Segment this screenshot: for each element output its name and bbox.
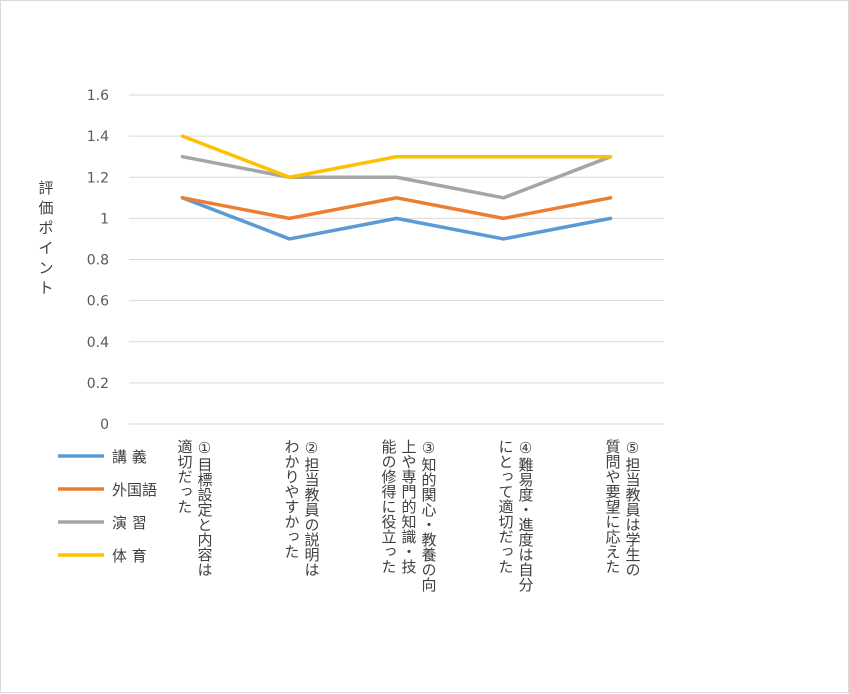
legend-label-2: 演 習 [112, 514, 147, 532]
category-label-3-1: にとって適切だった [497, 439, 515, 574]
y-tick-label-3: 0.6 [87, 294, 109, 310]
data-point-3-0 [182, 135, 183, 137]
category-label-3-0: ④難易度・進度は自分 [517, 439, 535, 593]
legend-label-1: 外国語 [112, 481, 157, 499]
data-point-2-2 [396, 176, 397, 178]
data-point-1-4 [610, 197, 611, 199]
data-point-3-3 [503, 156, 504, 158]
category-label-1-1: わかりやすかった [283, 439, 301, 559]
y-axis-label-char-1: 価 [38, 199, 53, 217]
data-point-2-3 [503, 197, 504, 199]
y-axis-label-char-0: 評 [38, 179, 53, 197]
y-axis-label-char-2: ポ [38, 219, 53, 237]
category-label-2-0: ③知的関心・教養の向 [420, 439, 438, 592]
category-label-4-0: ⑤担当教員は学生の [624, 439, 642, 577]
y-tick-label-2: 0.4 [87, 335, 109, 351]
y-axis-label-char-4: ン [38, 259, 53, 277]
category-label-1-0: ②担当教員の説明は [303, 439, 321, 577]
legend-label-0: 講 義 [112, 448, 147, 466]
category-label-0-1: 適切だった [176, 438, 194, 514]
data-point-0-4 [610, 217, 611, 219]
legend-label-3: 体 育 [112, 547, 147, 565]
data-point-0-1 [289, 238, 290, 240]
category-label-2-2: 能の修得に役立った [380, 439, 398, 574]
data-point-3-1 [289, 176, 290, 178]
y-tick-label-1: 0.2 [87, 376, 109, 392]
gridlines [129, 94, 664, 425]
category-label-0-0: ①目標設定と内容は [196, 439, 214, 577]
data-point-1-2 [396, 197, 397, 199]
data-point-3-2 [396, 156, 397, 158]
y-tick-label-0: 0 [100, 417, 109, 433]
y-tick-label-8: 1.6 [87, 88, 109, 104]
y-axis-label-char-3: イ [38, 239, 53, 257]
data-point-1-0 [182, 197, 183, 199]
data-point-1-1 [289, 217, 290, 219]
y-axis-label-char-5: ト [38, 279, 53, 297]
data-point-3-4 [610, 156, 611, 158]
series-line-1 [180, 196, 613, 221]
data-point-1-3 [503, 217, 504, 219]
category-label-2-1: 上や専門的知識・技 [400, 439, 418, 575]
data-point-0-3 [503, 238, 504, 240]
category-label-4-1: 質問や要望に応えた [604, 438, 622, 574]
data-point-0-2 [396, 217, 397, 219]
series-lines [180, 134, 613, 241]
data-point-2-0 [182, 156, 183, 158]
y-tick-label-4: 0.8 [87, 253, 109, 269]
y-tick-label-6: 1.2 [87, 170, 109, 186]
y-tick-label-7: 1.4 [87, 129, 109, 145]
y-tick-labels: 0 0.2 0.4 0.6 0.8 1 1.2 1.4 1.6 [87, 88, 109, 433]
y-tick-label-5: 1 [100, 211, 109, 227]
